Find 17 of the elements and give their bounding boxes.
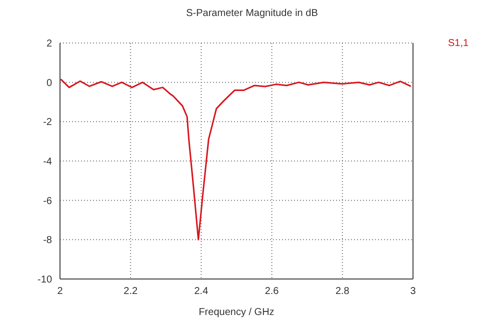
text: S1,1 [448,38,470,49]
line-series [60,78,412,240]
x-tick-label: 2 [57,286,64,298]
x-tick-label: 2.4 [194,286,209,298]
y-tick-label: 2 [46,38,52,50]
y-tick-label: 0 [46,78,52,89]
x-tick-label: 2.2 [124,286,138,298]
x-tick-label: 2.8 [335,286,350,298]
x-tick-label: 3 [410,286,416,298]
x-axis-title: Frequency / GHz [198,307,274,318]
y-tick-label: -8 [43,235,52,246]
chart-title: S-Parameter Magnitude in dB [185,8,319,19]
y-tick-label: -2 [43,117,52,128]
x-tick-label: 2.6 [264,286,280,298]
y-tick-label: -4 [43,156,52,168]
y-tick-label: -10 [38,274,52,286]
y-tick-label: -6 [43,196,52,207]
